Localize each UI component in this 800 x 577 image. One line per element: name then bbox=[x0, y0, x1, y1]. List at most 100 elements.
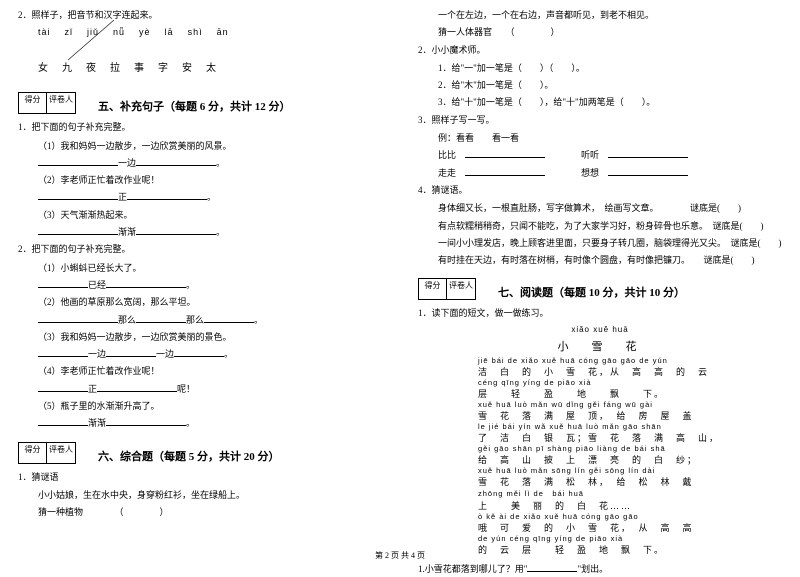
q: （1）小蝌蚪已经长大了。 bbox=[38, 261, 382, 276]
sec5-title: 五、补充句子（每题 6 分，共计 12 分） bbox=[98, 98, 382, 114]
pl: 洁 白 的 小 雪 花，从 高 高 的 云 bbox=[418, 365, 782, 378]
t: 一边 bbox=[156, 349, 174, 359]
q: 猜一种植物 （ ） bbox=[38, 505, 382, 520]
t: 身体细又长，一根直肚肠，写字做算术， 绘画写文章。 bbox=[438, 203, 654, 213]
connector-line bbox=[68, 20, 268, 70]
q: （2）李老师正忙着改作业呢！ bbox=[38, 173, 382, 188]
t: 一间小小理发店，晚上顾客进里面，只要身子转几圈，脑袋理得光又尖。 bbox=[438, 238, 722, 248]
py: gěi gāo shān pī shàng piāo liàng de bái … bbox=[418, 444, 782, 453]
sec5-q2: 2．把下面的句子补充完整。 bbox=[18, 242, 382, 257]
score-label: 得分 bbox=[19, 443, 47, 463]
q: 渐渐。 bbox=[38, 225, 382, 240]
poem-title: 小 雪 花 bbox=[418, 338, 782, 354]
q: （3）天气渐渐热起来。 bbox=[38, 208, 382, 223]
q: 一边一边。 bbox=[38, 347, 382, 362]
page-footer: 第 2 页 共 4 页 bbox=[0, 550, 800, 561]
pl: 哦 可 爱 的 小 雪 花， 从 高 高 bbox=[418, 521, 782, 534]
r1: 一个在左边，一个在右边，声音都听见，到老不相见。 bbox=[438, 8, 782, 23]
r: 例：看看 看一看 bbox=[438, 131, 782, 146]
poem-title-py: xiǎo xuě huā bbox=[418, 325, 782, 334]
t: 呢！ bbox=[177, 384, 195, 394]
pl: 给 高 山 披 上 漂 亮 的 白 纱； bbox=[418, 453, 782, 466]
t: "划出。 bbox=[577, 564, 608, 574]
py: céng qīng yíng de piāo xià bbox=[418, 378, 782, 387]
score-box: 得分 评卷人 bbox=[18, 92, 76, 114]
score-label: 评卷人 bbox=[447, 279, 475, 299]
sec6-title: 六、综合题（每题 5 分，共计 20 分） bbox=[98, 448, 382, 464]
pl: 雪 花 落 满 屋 顶， 给 房 屋 盖 bbox=[418, 409, 782, 422]
pl: 层 轻 盈 地 飘 下。 bbox=[418, 387, 782, 400]
py: ò kě ài de xiǎo xuě huā cóng gāo gāo bbox=[418, 512, 782, 521]
r: 有点软糯稍稍奇，只闻不能吃，为了大家学习好，粉身碎骨也乐意。 谜底是( ) bbox=[438, 219, 782, 234]
t: 已经 bbox=[88, 280, 106, 290]
py: xuě huā luò mǎn sōng lín gěi sōng lín dà… bbox=[418, 466, 782, 475]
r: 身体细又长，一根直肚肠，写字做算术， 绘画写文章。 谜底是( ) bbox=[438, 201, 782, 216]
t: 一边 bbox=[118, 158, 136, 168]
q: 一边。 bbox=[38, 156, 382, 171]
r1b: 猜一人体器官 （ ） bbox=[438, 25, 782, 40]
pl: 上 美 丽 的 白 花…… bbox=[418, 499, 782, 512]
score-label: 评卷人 bbox=[47, 443, 75, 463]
sec7-q1: 1．读下面的短文，做一做练习。 bbox=[418, 306, 782, 321]
t: 有时挂在天边，有时落在树梢，有时像个圆盘，有时像把镰刀。 bbox=[438, 255, 686, 265]
t: 猜一人体器官 bbox=[438, 27, 492, 37]
t: 正 bbox=[88, 384, 97, 394]
py: le jié bái yín wǎ xuě huā luò mǎn gāo sh… bbox=[418, 422, 782, 431]
q: （5）瓶子里的水渐渐升高了。 bbox=[38, 399, 382, 414]
q: 小小姑娘，生在水中央，身穿粉红衫，坐在绿船上。 bbox=[38, 488, 382, 503]
q: 正 呢！ bbox=[38, 382, 382, 397]
q: 已经。 bbox=[38, 278, 382, 293]
t: 1.小雪花都落到哪儿了？用" bbox=[418, 564, 527, 574]
q: 正。 bbox=[38, 190, 382, 205]
score-label: 得分 bbox=[19, 93, 47, 113]
sec6-q1: 1．猜谜语 bbox=[18, 470, 382, 485]
t: 正 bbox=[118, 192, 127, 202]
q-final: 1.小雪花都落到哪儿了？用" "划出。 bbox=[418, 562, 782, 577]
hz: 女 bbox=[38, 59, 48, 74]
t: 谜底是( bbox=[731, 238, 761, 248]
pl: 了 洁 白 银 瓦；雪 花 落 满 高 山， bbox=[418, 431, 782, 444]
r: 走走 想想 bbox=[438, 166, 782, 181]
q: （4）李老师正忙着改作业呢！ bbox=[38, 364, 382, 379]
t: 比比 bbox=[438, 150, 456, 160]
r2: 2．小小魔术师。 bbox=[418, 43, 782, 58]
t: 那么 bbox=[118, 315, 136, 325]
t: 谜底是( bbox=[713, 221, 743, 231]
score-box: 得分 评卷人 bbox=[18, 442, 76, 464]
r: 一间小小理发店，晚上顾客进里面，只要身子转几圈，脑袋理得光又尖。 谜底是( ) bbox=[438, 236, 782, 251]
t: 那么 bbox=[186, 315, 204, 325]
r3: 3．照样子写一写。 bbox=[418, 113, 782, 128]
py: tài bbox=[38, 27, 51, 37]
q: 那么那么。 bbox=[38, 313, 382, 328]
py: xuě huā luò mǎn wū dǐng gěi fáng wū gài bbox=[418, 400, 782, 409]
q: （3）我和妈妈一边散步，一边欣赏美丽的景色。 bbox=[38, 330, 382, 345]
r: 1．给"一"加一笔是（ ）（ ）。 bbox=[438, 61, 782, 76]
q: （1）我和妈妈一边散步，一边欣赏美丽的风景。 bbox=[38, 139, 382, 154]
t: 听听 bbox=[581, 150, 599, 160]
r: 有时挂在天边，有时落在树梢，有时像个圆盘，有时像把镰刀。 谜底是( ) bbox=[438, 253, 782, 268]
q: 渐渐。 bbox=[38, 416, 382, 431]
r: 2．给"木"加一笔是（ ）。 bbox=[438, 78, 782, 93]
q: （2）他画的草原那么宽阔，那么平坦。 bbox=[38, 295, 382, 310]
sec5-q1: 1．把下面的句子补充完整。 bbox=[18, 120, 382, 135]
py: zhōng měi lì de bái huā bbox=[418, 488, 782, 499]
t: 猜一种植物 bbox=[38, 507, 83, 517]
py: jiē bái de xiǎo xuě huā cóng gāo gāo de … bbox=[418, 356, 782, 365]
score-label: 评卷人 bbox=[47, 93, 75, 113]
right-column: 一个在左边，一个在右边，声音都听见，到老不相见。 猜一人体器官 （ ） 2．小小… bbox=[400, 0, 800, 565]
t: 有点软糯稍稍奇，只闻不能吃，为了大家学习好，粉身碎骨也乐意。 bbox=[438, 221, 704, 231]
t: 想想 bbox=[581, 168, 599, 178]
score-label: 得分 bbox=[419, 279, 447, 299]
sec7-title: 七、阅读题（每题 10 分，共计 10 分） bbox=[498, 284, 782, 300]
t: 渐渐 bbox=[118, 227, 136, 237]
r: 比比 听听 bbox=[438, 148, 782, 163]
t: 渐渐 bbox=[88, 418, 106, 428]
r4: 4．猜谜语。 bbox=[418, 183, 782, 198]
py: de yún céng qīng yíng de piāo xià bbox=[418, 534, 782, 543]
t: 谜底是( bbox=[704, 255, 734, 265]
left-column: 2．照样子，把音节和汉字连起来。 tài zǐ jiǔ nǚ yè lā shì… bbox=[0, 0, 400, 565]
t: 一边 bbox=[88, 349, 106, 359]
t: 谜底是( bbox=[690, 203, 720, 213]
pl: 雪 花 落 满 松 林， 给 松 林 戴 bbox=[418, 475, 782, 488]
r: 3．给"十"加一笔是（ ），给"十"加两笔是（ ）。 bbox=[438, 95, 782, 110]
